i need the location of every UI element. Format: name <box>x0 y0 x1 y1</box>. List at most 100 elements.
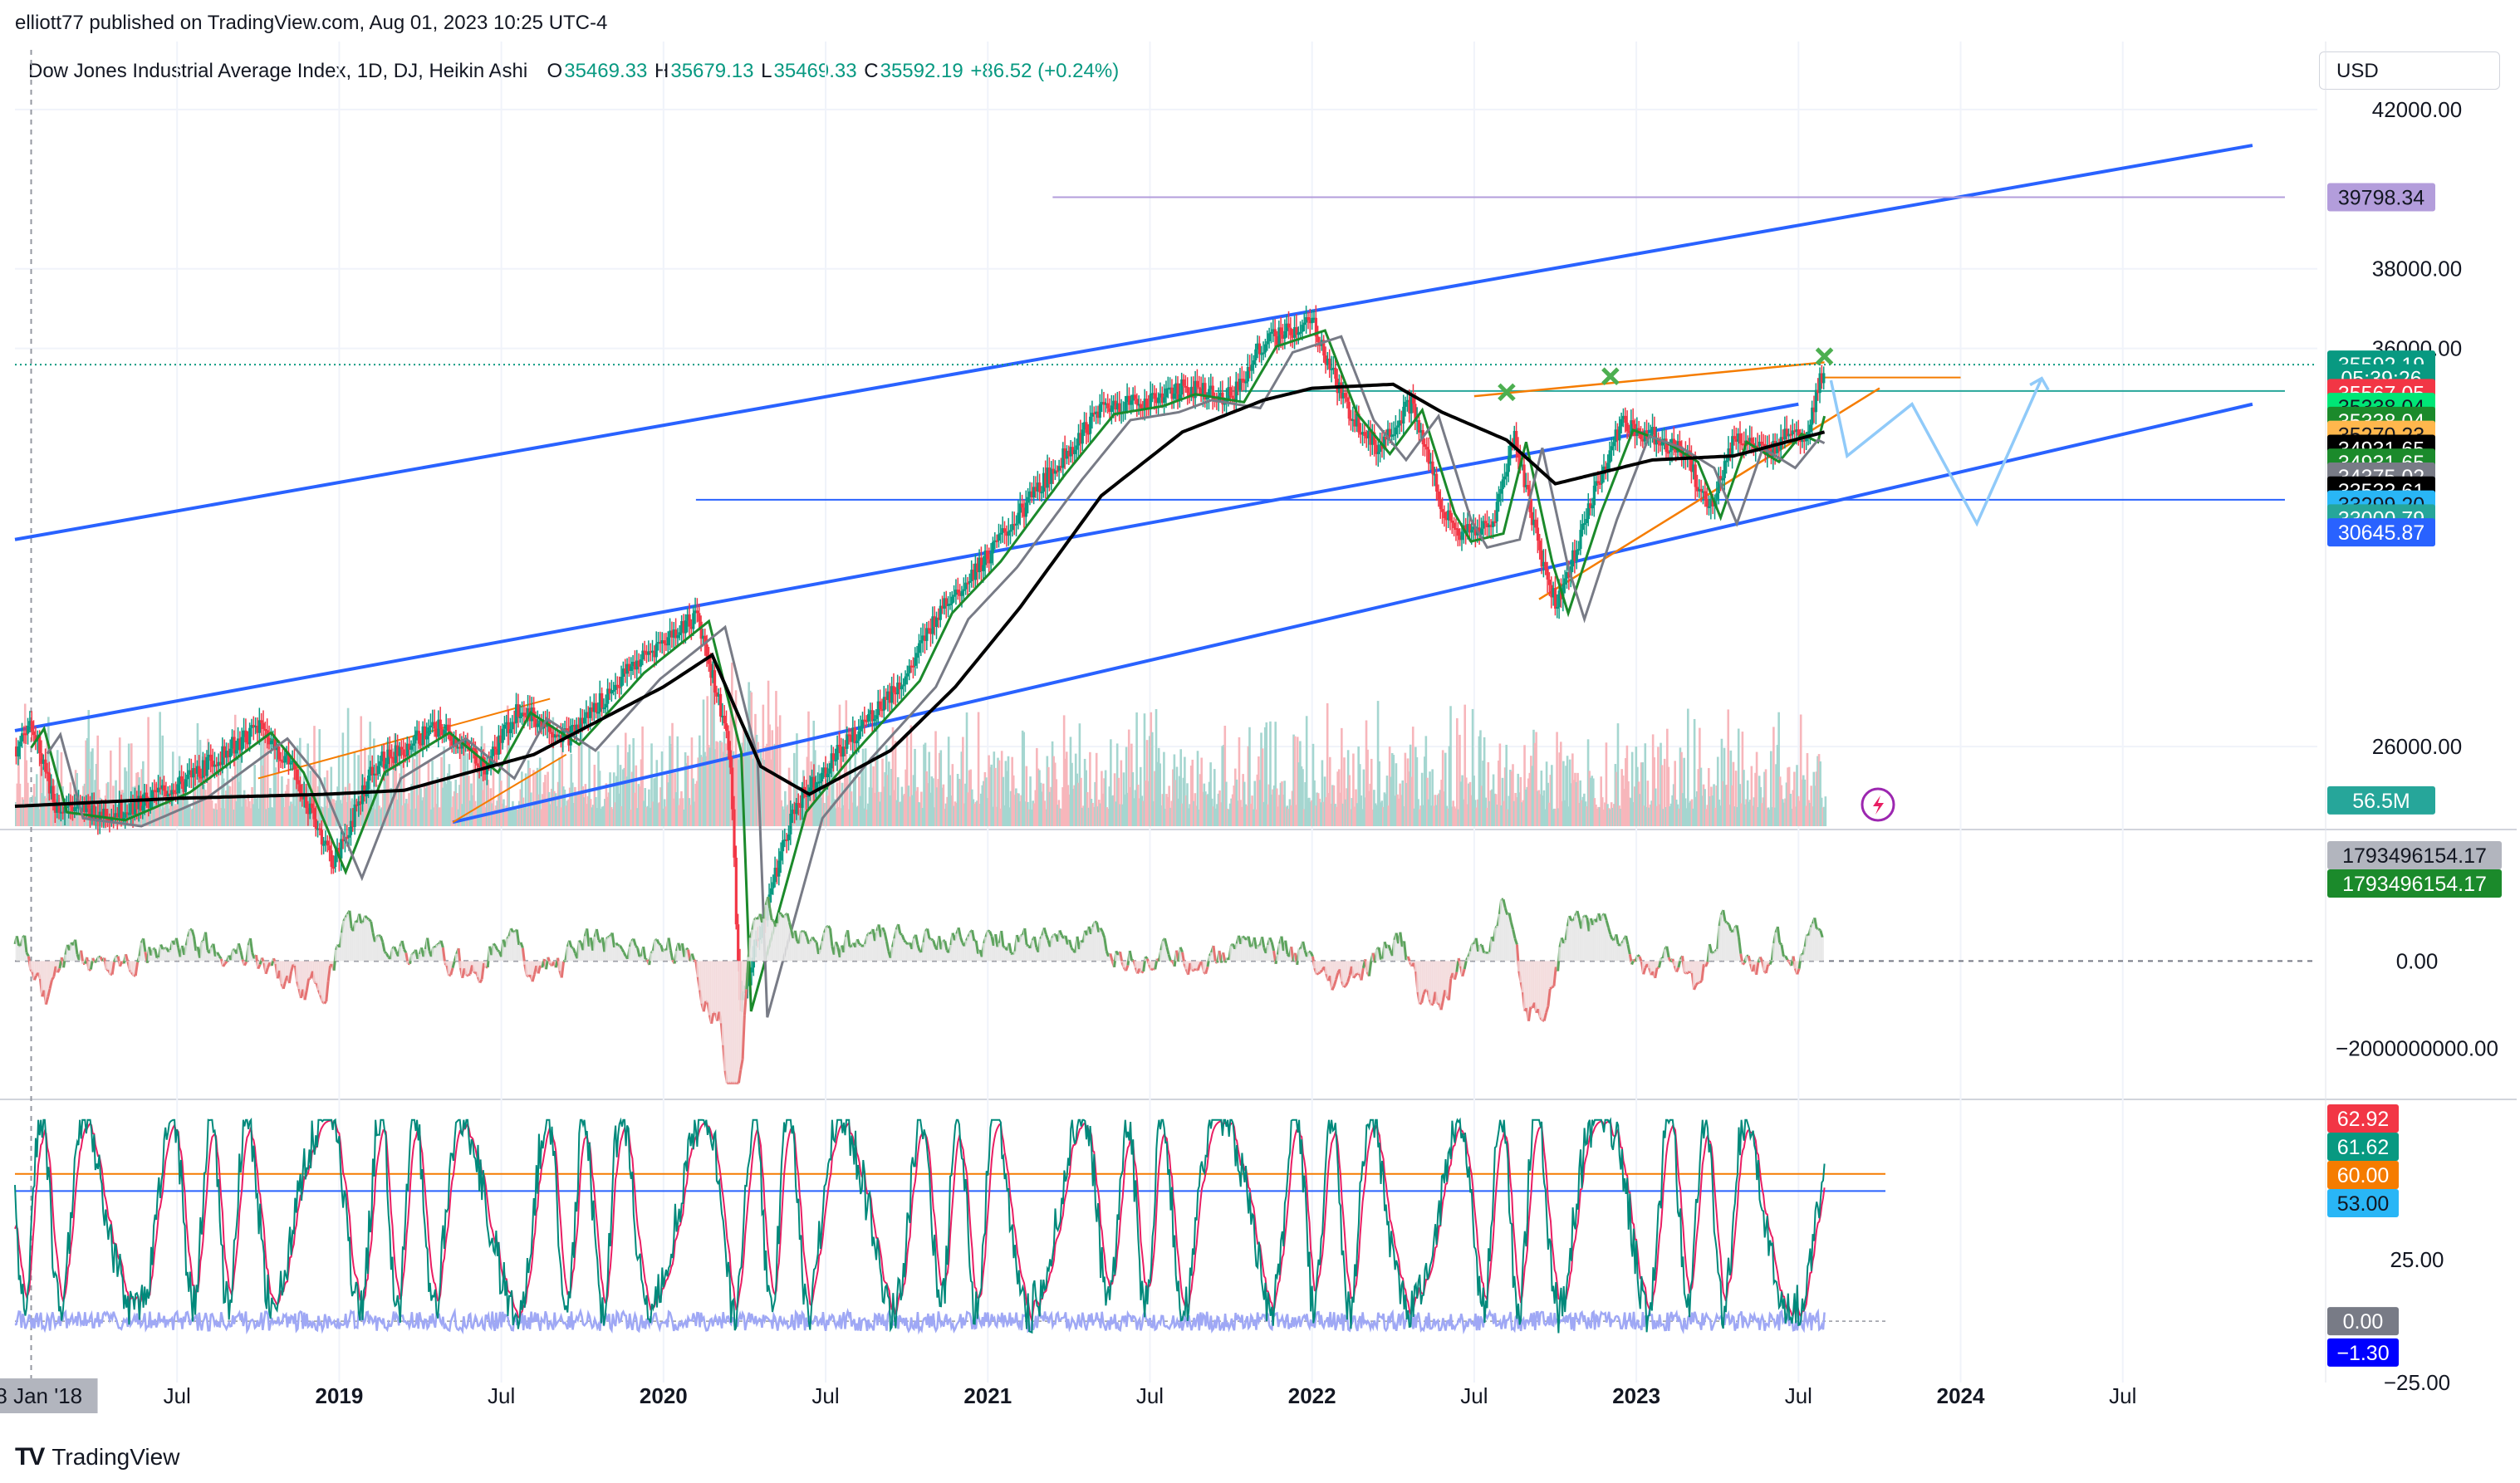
volume-bar <box>439 807 442 826</box>
volume-bar <box>1370 758 1373 826</box>
volume-bar <box>796 733 798 826</box>
oscillator-line-segment <box>622 952 627 957</box>
volume-bar <box>1076 773 1079 826</box>
small-wedge-line[interactable] <box>257 697 551 780</box>
candle-body <box>1466 524 1469 532</box>
candle-body <box>1086 433 1090 435</box>
volume-bar <box>600 808 602 826</box>
volume-bar <box>337 755 341 826</box>
candle-body <box>213 764 217 767</box>
volume-bar <box>1068 794 1071 826</box>
volume-bar <box>1113 773 1116 826</box>
volume-bar <box>413 759 416 826</box>
volume-bar <box>366 783 369 826</box>
candle-body <box>657 642 660 644</box>
volume-bar <box>243 790 246 826</box>
oscillator-line-segment <box>237 942 243 952</box>
volume-bar <box>944 803 948 826</box>
volume-bar <box>625 776 629 826</box>
candle-body <box>454 737 458 747</box>
currency-selector[interactable]: USD <box>2319 51 2500 90</box>
volume-bar <box>720 742 723 826</box>
volume-bar <box>1448 746 1451 826</box>
x-marker[interactable] <box>1601 367 1620 385</box>
volume-bar <box>1121 804 1124 826</box>
volume-bar <box>27 804 31 826</box>
candle-body <box>1375 444 1378 454</box>
volume-bar <box>1305 716 1308 826</box>
channel-middle-line[interactable] <box>14 402 1799 732</box>
candle-body <box>1044 472 1047 488</box>
candle-body <box>115 813 120 818</box>
candle-body <box>789 813 792 834</box>
oscillator-line-segment <box>595 928 601 941</box>
oscillator-line-segment <box>615 942 620 947</box>
volume-bar <box>1488 800 1491 826</box>
volume-bar <box>1615 771 1618 826</box>
volume-bar <box>881 758 884 826</box>
volume-bar <box>1395 763 1398 826</box>
volume-bar <box>527 760 530 826</box>
candle-body <box>189 770 194 778</box>
candle-body <box>1493 521 1497 523</box>
volume-bar <box>275 795 278 826</box>
candle-body <box>1293 326 1297 338</box>
symbol-title[interactable]: Dow Jones Industrial Average Index, 1D, … <box>28 60 528 82</box>
candle-body <box>1738 433 1742 444</box>
candle-body <box>777 860 781 877</box>
candle-body <box>207 754 211 757</box>
volume-bar <box>669 744 673 826</box>
volume-bar <box>994 767 997 826</box>
candle-body <box>621 668 625 678</box>
volume-bar <box>1748 801 1751 826</box>
volume-bar <box>846 775 849 826</box>
volume-bar <box>143 805 146 826</box>
volume-bar <box>450 807 454 826</box>
volume-bar <box>1501 777 1504 826</box>
candle-body <box>1583 522 1586 525</box>
channel-upper-line[interactable] <box>14 144 2253 541</box>
volume-bar <box>772 750 775 826</box>
volume-bar <box>1348 775 1351 826</box>
candle-body <box>1330 368 1333 370</box>
candle-body <box>1385 436 1388 440</box>
volume-bar <box>37 805 40 826</box>
volume-bar <box>1237 800 1239 826</box>
volume-bar <box>1487 761 1490 826</box>
volume-bar <box>1216 804 1218 826</box>
volume-bar <box>727 742 729 826</box>
volume-bar <box>877 791 880 826</box>
volume-bar <box>615 776 618 826</box>
volume-bar <box>710 673 713 826</box>
volume-bar <box>1069 737 1072 826</box>
volume-bar <box>313 726 316 826</box>
candle-body <box>1118 403 1121 414</box>
volume-bar <box>1660 742 1662 826</box>
candle-body <box>1655 438 1658 445</box>
wedge-upper-line[interactable] <box>1473 361 1825 398</box>
x-marker[interactable] <box>1815 347 1834 365</box>
candle-body <box>1291 335 1294 338</box>
volume-bar <box>207 738 209 826</box>
volume-bar <box>512 800 514 826</box>
volume-bar <box>1157 747 1160 826</box>
oscillator-line-segment <box>1193 967 1197 972</box>
channel-lower-line[interactable] <box>452 402 2253 825</box>
x-marker[interactable] <box>1498 383 1516 402</box>
volume-bar <box>1635 746 1638 826</box>
candle-body <box>772 882 775 888</box>
volume-bar <box>429 809 433 826</box>
volume-bar <box>734 690 738 826</box>
candle-body <box>1472 526 1475 530</box>
candle-body <box>340 839 343 859</box>
volume-bar <box>1365 720 1368 826</box>
candle-body <box>1052 468 1055 474</box>
small-wedge-line[interactable] <box>452 753 567 824</box>
projection-path[interactable] <box>1829 377 2043 527</box>
volume-bar <box>1051 741 1054 826</box>
candle-body <box>1435 473 1439 492</box>
volume-bar <box>1565 766 1567 826</box>
volume-bar <box>1060 809 1063 826</box>
candle-body <box>993 540 997 542</box>
